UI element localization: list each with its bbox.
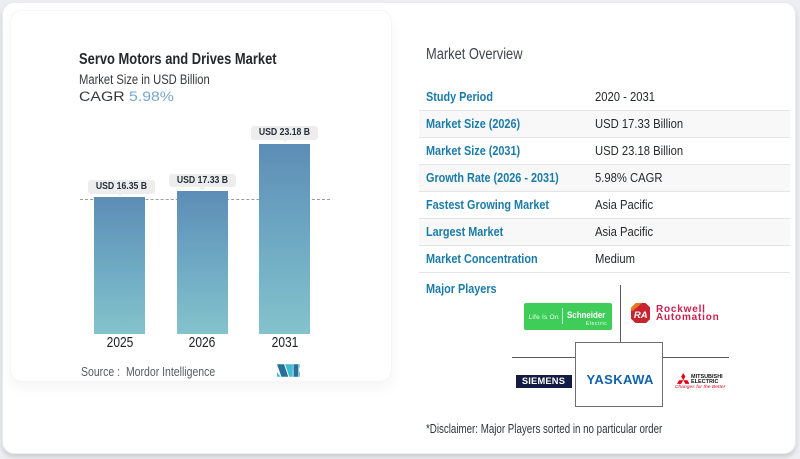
svg-text:RA: RA [634,310,648,321]
